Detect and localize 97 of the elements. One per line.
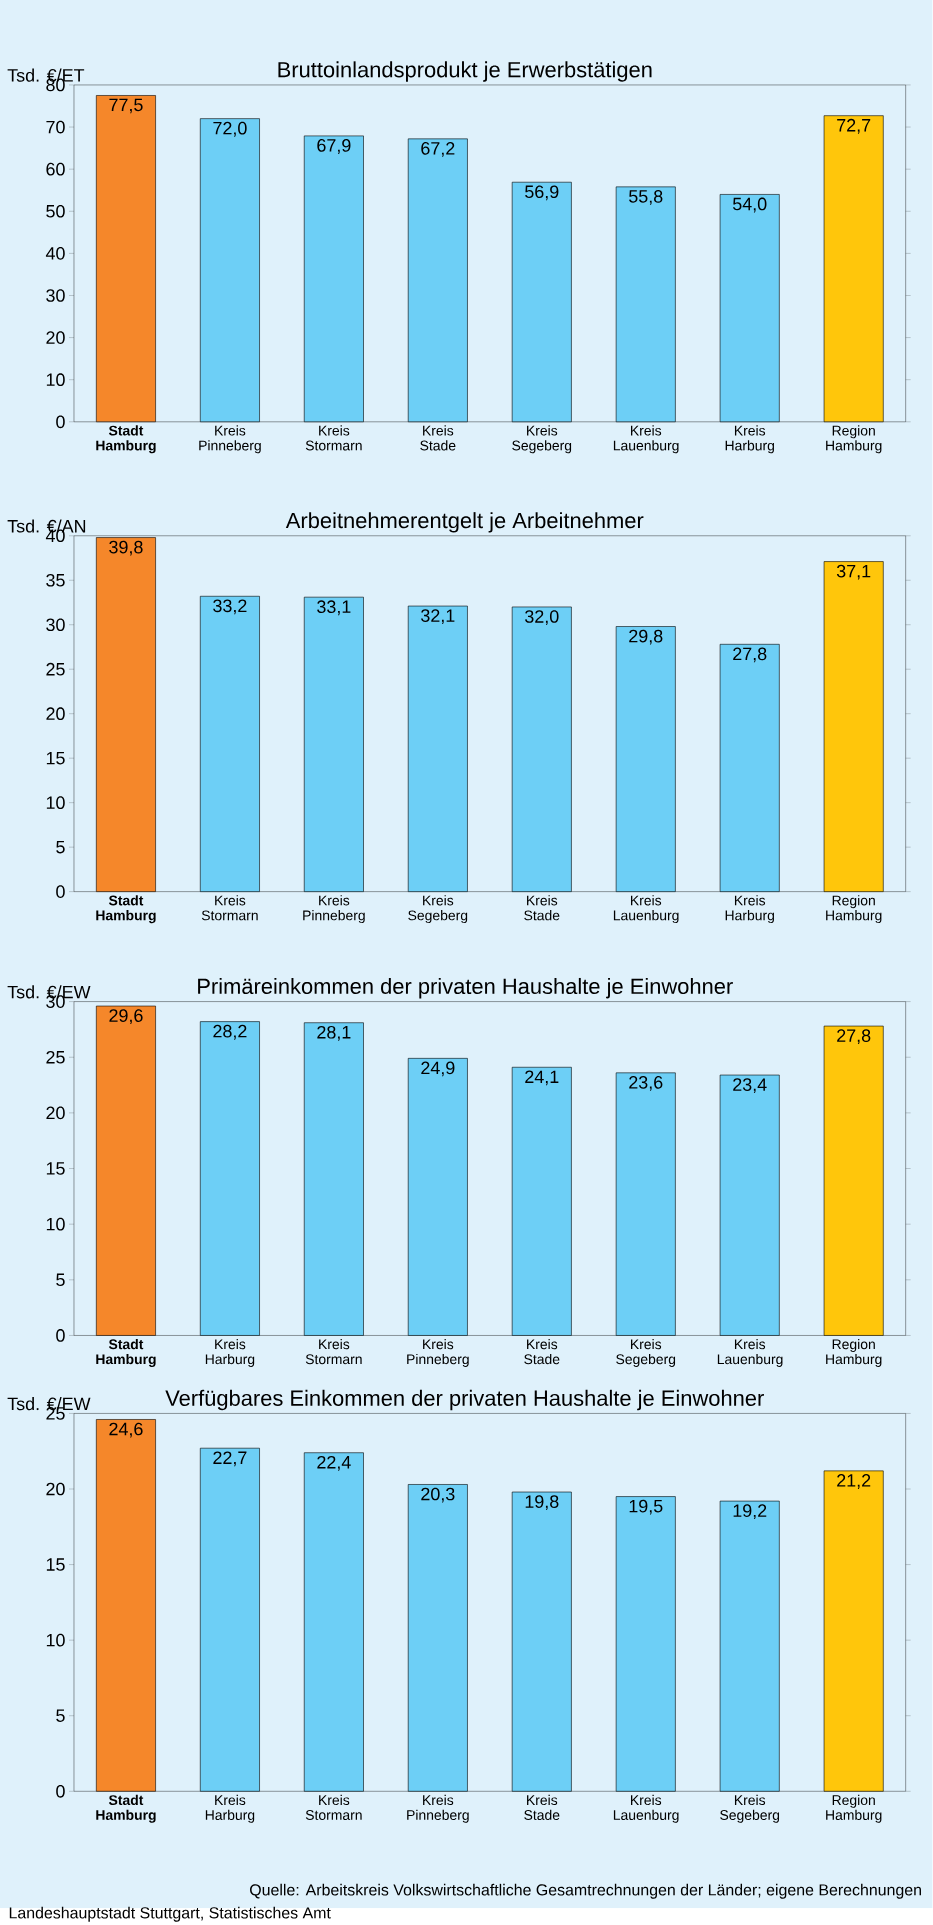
data-label: 54,0 — [733, 197, 767, 213]
x-tick-label: Kreis Pinneberg — [407, 1794, 469, 1823]
y-tick-label: 5 — [56, 840, 65, 854]
y-tick-label: 30 — [46, 618, 65, 632]
x-tick-label: Kreis Pinneberg — [303, 895, 365, 924]
data-label: 19,8 — [525, 1495, 559, 1511]
x-tick-label: Kreis Stormarn — [306, 1338, 362, 1365]
data-label: 28,2 — [213, 1024, 247, 1040]
chart-title: Primäreinkommen der privaten Haushalte je Einwohner — [198, 977, 734, 999]
x-tick-label: Kreis Harburg — [206, 1794, 255, 1823]
y-tick-label: 10 — [47, 796, 65, 810]
y-tick-label: 0 — [56, 1329, 65, 1342]
data-label: 67,9 — [317, 139, 351, 154]
data-label: 55,8 — [629, 190, 663, 205]
data-label: 29,6 — [109, 1009, 143, 1025]
y-tick-label: 10 — [47, 1217, 65, 1231]
x-tick-label: Kreis Pinneberg — [407, 1338, 469, 1367]
data-label: 21,2 — [837, 1474, 871, 1489]
data-label: 24,9 — [421, 1061, 455, 1077]
data-label: 72,0 — [213, 121, 247, 137]
x-tick-label: Kreis Stade — [524, 895, 560, 921]
x-tick-label: Kreis Stormarn — [306, 425, 362, 451]
data-label: 29,8 — [629, 629, 663, 645]
y-tick-label: 50 — [46, 204, 65, 218]
data-label: 19,2 — [733, 1504, 767, 1520]
x-tick-label: Kreis Segeberg — [408, 895, 468, 924]
x-tick-label: Kreis Lauenburg — [718, 1338, 783, 1367]
y-tick-label: 20 — [46, 1106, 65, 1120]
x-tick-label: Kreis Harburg — [725, 425, 775, 454]
y-tick-label: 0 — [56, 1784, 65, 1798]
data-label: 67,2 — [421, 142, 455, 157]
chart-title: Verfügbares Einkommen der privaten Haushalte je Einwohner — [165, 1389, 765, 1411]
y-tick-label: 35 — [46, 573, 65, 587]
y-tick-label: 20 — [46, 331, 65, 344]
data-label: 33,1 — [317, 600, 351, 616]
x-tick-label: Kreis Pinneberg — [199, 425, 261, 454]
data-label: 32,0 — [525, 610, 559, 625]
data-label: 77,5 — [109, 98, 143, 114]
x-tick-label: Kreis Stormarn — [202, 895, 258, 921]
y-tick-label: 25 — [46, 1050, 65, 1064]
data-label: 22,7 — [213, 1451, 247, 1467]
y-tick-label: 20 — [46, 1482, 65, 1496]
x-tick-label: Kreis Stade — [524, 1794, 560, 1820]
x-tick-label: Kreis Harburg — [725, 895, 775, 924]
x-tick-label: Kreis Stade — [524, 1338, 560, 1365]
x-tick-label: Kreis Segeberg — [512, 425, 572, 454]
data-label: 56,9 — [525, 185, 559, 201]
data-label: 24,1 — [525, 1070, 559, 1086]
x-tick-label: Kreis Stade — [420, 425, 456, 451]
y-tick-label: 10 — [47, 373, 65, 387]
y-tick-label: 5 — [56, 1273, 65, 1287]
data-label: 32,1 — [421, 609, 455, 625]
x-tick-label: Kreis Harburg — [206, 1338, 255, 1367]
data-label: 20,3 — [421, 1487, 455, 1503]
y-tick-label: 15 — [47, 751, 65, 765]
text: Landeshauptstadt Stuttgart, Statistisches Amt — [10, 1906, 331, 1922]
data-label: 22,4 — [317, 1455, 351, 1471]
x-tick-label: Kreis Stormarn — [306, 1794, 362, 1820]
y-tick-label: 70 — [46, 120, 65, 134]
x-tick-label: Kreis Lauenburg — [614, 425, 679, 454]
data-label: 33,2 — [213, 599, 247, 615]
x-tick-label: Kreis Segeberg — [720, 1794, 780, 1823]
y-tick-label: 5 — [56, 1709, 65, 1722]
data-label: 23,6 — [629, 1076, 663, 1091]
y-tick-label: 0 — [56, 415, 65, 429]
x-tick-label: Kreis Lauenburg — [614, 895, 679, 924]
x-tick-label: Region Hamburg — [826, 1338, 882, 1367]
y-tick-label: 20 — [46, 707, 65, 721]
x-tick-label: Region Hamburg — [826, 1794, 882, 1823]
data-label: 23,4 — [733, 1078, 767, 1094]
chart-title: Arbeitnehmerentgelt je Arbeitnehmer — [286, 512, 644, 533]
y-tick-label: 10 — [47, 1633, 65, 1647]
data-label: 39,8 — [109, 540, 143, 556]
x-tick-label: Stadt Hamburg — [96, 1794, 156, 1823]
x-tick-label: Kreis Segeberg — [616, 1338, 676, 1367]
data-label: 37,1 — [837, 564, 871, 580]
y-tick-label: 0 — [56, 885, 65, 898]
y-tick-label: 60 — [46, 162, 65, 176]
x-tick-label: Region Hamburg — [826, 895, 882, 924]
data-label: 72,7 — [837, 118, 871, 134]
data-label: 28,1 — [317, 1025, 351, 1041]
x-tick-label: Stadt Hamburg — [96, 425, 156, 454]
data-label: 24,6 — [109, 1422, 143, 1438]
y-tick-label: 30 — [46, 289, 65, 302]
y-tick-label: 15 — [47, 1558, 65, 1571]
data-label: 19,5 — [629, 1499, 663, 1515]
data-label: 27,8 — [837, 1029, 871, 1045]
source-note: Quelle: Arbeitskreis Volkswirtschaftliche Gesamtrechnungen der Länder; eigene Berechnungen — [250, 1883, 922, 1899]
x-tick-label: Stadt Hamburg — [96, 895, 156, 924]
data-label: 27,8 — [733, 647, 767, 663]
y-tick-label: 25 — [46, 662, 65, 676]
y-tick-label: 40 — [46, 247, 65, 260]
x-tick-label: Region Hamburg — [826, 425, 882, 454]
x-tick-label: Stadt Hamburg — [96, 1338, 156, 1367]
x-tick-label: Kreis Lauenburg — [614, 1794, 679, 1823]
y-tick-label: 15 — [47, 1162, 65, 1175]
chart-title: Bruttoinlandsprodukt je Erwerbstätigen — [278, 61, 652, 82]
